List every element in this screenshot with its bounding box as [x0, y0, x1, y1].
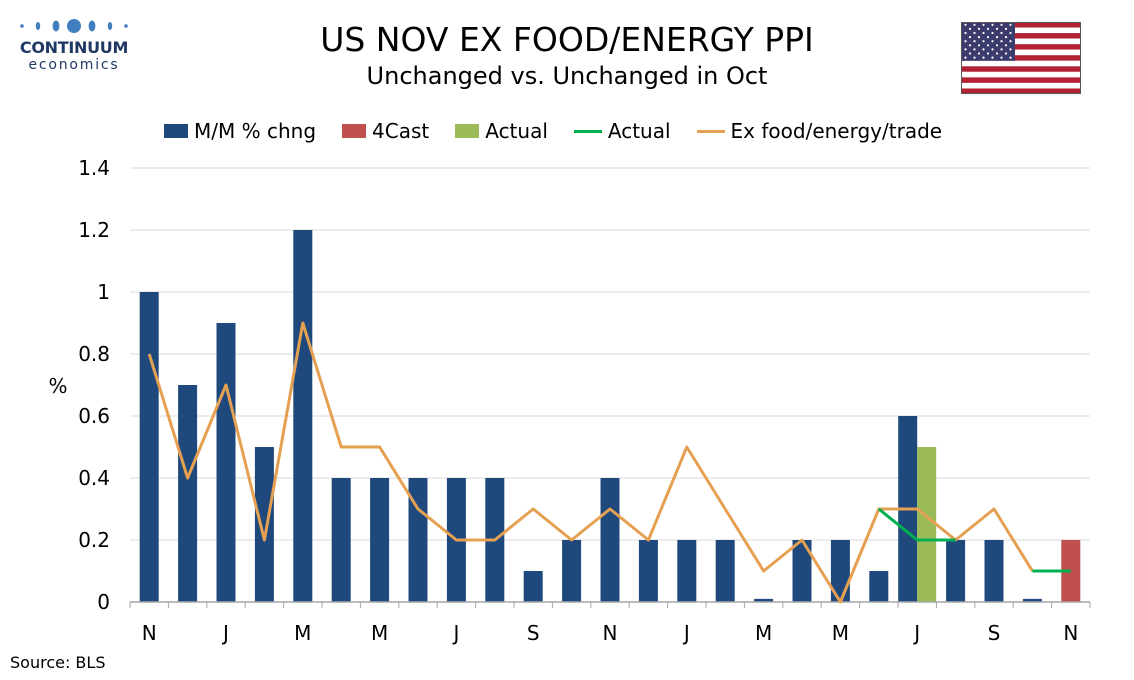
line-actual: [877, 507, 956, 542]
source-note: Source: BLS: [10, 653, 106, 672]
x-tick-label: M: [371, 621, 388, 645]
x-tick-label: J: [451, 621, 459, 645]
bar: [715, 540, 735, 602]
y-tick-label: 1.2: [78, 218, 110, 242]
x-tick-label: N: [142, 621, 157, 645]
bar: [638, 540, 658, 602]
x-tick-label: M: [294, 621, 311, 645]
x-tick-label: N: [603, 621, 618, 645]
legend-item-mm: M/M % chng: [164, 119, 316, 143]
y-tick-label: 0.8: [78, 342, 110, 366]
y-tick-label: 1.4: [78, 156, 110, 180]
bar: [677, 540, 697, 602]
y-tick-label: 0.4: [78, 466, 110, 490]
legend-label-trade-line: Ex food/energy/trade: [730, 119, 943, 143]
brand-name: CONTINUUM: [19, 38, 129, 57]
bar: [600, 478, 620, 602]
chart-subtitle: Unchanged vs. Unchanged in Oct: [366, 62, 768, 90]
legend-label-4cast: 4Cast: [372, 119, 430, 143]
legend-item-4cast: 4Cast: [342, 119, 429, 143]
brand-tagline: economics: [28, 57, 120, 73]
legend-swatch-actual-line: [573, 129, 602, 133]
bar: [984, 540, 1004, 602]
legend-swatch-actual-bar: [455, 124, 480, 138]
bar: [830, 540, 850, 602]
legend-item-actual-line: Actual: [573, 119, 671, 143]
brand-logo: CONTINUUM economics: [14, 12, 134, 82]
legend-item-trade-line: Ex food/energy/trade: [696, 119, 943, 143]
x-tick-label: J: [912, 621, 920, 645]
bar: [1022, 598, 1042, 602]
y-tick-label: 1: [97, 280, 110, 304]
bar: [370, 478, 390, 602]
y-axis-label: %: [48, 374, 67, 398]
y-tick-label: 0.2: [78, 528, 110, 552]
bar: [523, 571, 543, 602]
bar-actual: [917, 447, 937, 602]
bar: [331, 478, 351, 602]
legend-swatch-mm: [164, 124, 188, 138]
x-tick-label: J: [682, 621, 690, 645]
us-flag-icon: [961, 22, 1081, 94]
chart-legend: M/M % chng 4Cast Actual Actual Ex food/e…: [164, 118, 968, 144]
legend-label-actual-line: Actual: [607, 119, 671, 143]
bar: [562, 540, 582, 602]
bar: [293, 230, 313, 602]
bar: [216, 323, 236, 602]
legend-label-mm: M/M % chng: [194, 119, 317, 143]
bar: [139, 292, 159, 602]
x-tick-label: M: [832, 621, 849, 645]
legend-label-actual-bar: Actual: [485, 119, 548, 143]
line-ex-food-energy-trade: [147, 321, 1034, 604]
x-tick-label: M: [755, 621, 772, 645]
y-tick-label: 0: [97, 590, 110, 614]
bar: [178, 385, 198, 602]
legend-swatch-4cast: [342, 124, 367, 138]
bar: [869, 571, 889, 602]
x-tick-label: N: [1063, 621, 1078, 645]
bar: [254, 447, 274, 602]
x-tick-label: J: [221, 621, 229, 645]
logo-dots-icon: [20, 19, 128, 33]
legend-item-actual-bar: Actual: [455, 119, 548, 143]
x-tick-label: S: [527, 621, 540, 645]
chart-title: US NOV EX FOOD/ENERGY PPI: [320, 20, 814, 59]
bar: [408, 478, 428, 602]
legend-swatch-trade-line: [696, 129, 725, 133]
y-tick-label: 0.6: [78, 404, 110, 428]
x-tick-label: S: [988, 621, 1001, 645]
bar: [946, 540, 966, 602]
bar: [754, 598, 774, 602]
bar: [792, 540, 812, 602]
